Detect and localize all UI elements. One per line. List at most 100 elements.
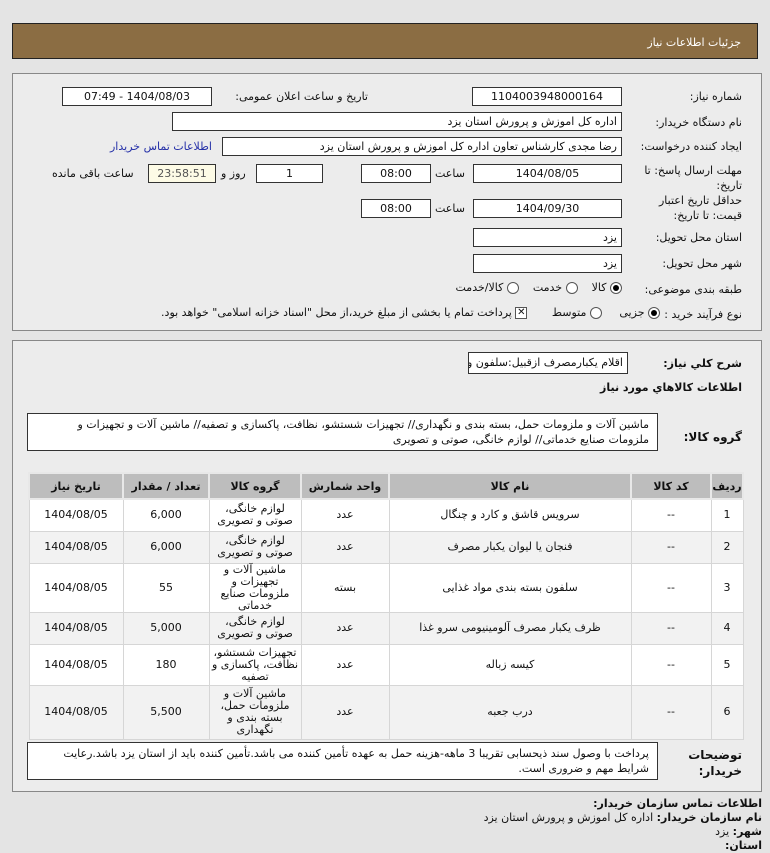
category-goods-radio[interactable] — [610, 282, 622, 294]
cell-quantity: 6,000 — [122, 498, 210, 532]
cell-quantity: 180 — [122, 643, 210, 686]
cell-goods-group: لوازم خانگی، صوتی و تصویری — [208, 530, 302, 564]
cell-goods-code: -- — [630, 498, 712, 532]
goods-table: ردیف کد کالا نام کالا واحد شمارش گروه کا… — [28, 472, 744, 740]
cell-goods-name: فنجان یا لیوان یکبار مصرف — [388, 530, 632, 564]
remaining-time-field: 23:58:51 — [148, 164, 216, 183]
cell-need-date: 1404/08/05 — [28, 684, 124, 740]
goods-group-field: ماشین آلات و ملزومات حمل، بسته بندی و نگ… — [27, 413, 658, 451]
cell-row-number: 5 — [710, 643, 744, 686]
cell-unit: عدد — [300, 643, 390, 686]
cell-unit: عدد — [300, 530, 390, 564]
category-label: طبقه بندی موضوعی: — [644, 283, 742, 296]
cell-quantity: 5,500 — [122, 684, 210, 740]
announce-field: 1404/08/03 - 07:49 — [62, 87, 212, 106]
cell-quantity: 55 — [122, 562, 210, 613]
buyer-contact-link[interactable]: اطلاعات تماس خریدار — [110, 140, 212, 153]
cell-unit: عدد — [300, 498, 390, 532]
creator-field: رضا مجدی کارشناس تعاون اداره کل اموزش و … — [222, 137, 622, 156]
col-date: تاریخ نیاز — [28, 472, 124, 500]
table-header-row: ردیف کد کالا نام کالا واحد شمارش گروه کا… — [28, 472, 744, 500]
cell-goods-code: -- — [630, 611, 712, 645]
process-radio-group: جزیی متوسط ✕ پرداخت تمام یا بخشی از مبلغ… — [161, 306, 660, 319]
summary-field: اقلام یکبارمصرف ازقبیل:سلفون و... — [468, 352, 628, 374]
days-field: 1 — [256, 164, 323, 183]
need-number-field: 1104003948000164 — [472, 87, 622, 106]
table-row: 3 -- سلفون بسته بندی مواد غذایی بسته ماشین آ… — [28, 562, 744, 613]
cell-row-number: 4 — [710, 611, 744, 645]
summary-label: شرح کلي نياز: — [663, 357, 742, 370]
validity-date-field: 1404/09/30 — [473, 199, 622, 218]
announce-label: تاریخ و ساعت اعلان عمومی: — [235, 90, 368, 103]
contact-title: اطلاعات تماس سازمان خریدار: — [593, 797, 762, 810]
payment-note: پرداخت تمام یا بخشی از مبلغ خرید،از محل … — [161, 306, 512, 319]
cell-need-date: 1404/08/05 — [28, 611, 124, 645]
cell-goods-group: لوازم خانگی، صوتی و تصویری — [208, 611, 302, 645]
cell-quantity: 5,000 — [122, 611, 210, 645]
cell-quantity: 6,000 — [122, 530, 210, 564]
validity-time-label: ساعت — [435, 202, 465, 215]
notes-label: توضیحات خریدار: — [688, 748, 742, 778]
cell-goods-group: ماشین آلات و تجهیزات و ملزومات صنایع خدم… — [208, 562, 302, 613]
page-header: جزئیات اطلاعات نیاز — [12, 23, 758, 59]
contact-org: نام سازمان خریدار: اداره کل اموزش و پرور… — [483, 811, 762, 824]
cell-goods-group: ماشین آلات و ملزومات حمل، بسته بندی و نگ… — [208, 684, 302, 740]
cell-goods-code: -- — [630, 643, 712, 686]
cell-goods-name: درب جعبه — [388, 684, 632, 740]
process-label: نوع فرآیند خرید : — [664, 308, 742, 321]
table-row: 1 -- سرویس قاشق و کارد و چنگال عدد لوازم خان… — [28, 498, 744, 532]
cell-goods-name: کیسه زباله — [388, 643, 632, 686]
goods-section-title: اطلاعات کالاهاي مورد نياز — [600, 381, 742, 394]
cell-unit: بسته — [300, 562, 390, 613]
deadline-label: مهلت ارسال پاسخ: تا تاریخ: — [644, 164, 742, 192]
buyer-notes-field: پرداخت با وصول سند ذیحسابی تقریبا 3 ماهه… — [27, 742, 658, 780]
cell-goods-group: تجهیزات شستشو، نظافت، پاکسازی و تصفیه — [208, 643, 302, 686]
cell-goods-group: لوازم خانگی، صوتی و تصویری — [208, 498, 302, 532]
cell-need-date: 1404/08/05 — [28, 530, 124, 564]
cell-unit: عدد — [300, 684, 390, 740]
cell-goods-code: -- — [630, 684, 712, 740]
process-minor-radio[interactable] — [648, 307, 660, 319]
col-name: نام کالا — [388, 472, 632, 500]
col-row: ردیف — [710, 472, 744, 500]
cell-goods-name: ظرف یکبار مصرف آلومینیومی سرو غذا — [388, 611, 632, 645]
table-row: 2 -- فنجان یا لیوان یکبار مصرف عدد لوازم خان… — [28, 530, 744, 564]
category-both-radio[interactable] — [506, 282, 519, 294]
payment-checkbox[interactable]: ✕ — [515, 307, 528, 319]
page-title: جزئیات اطلاعات نیاز — [647, 36, 741, 49]
deadline-time-label: ساعت — [435, 167, 465, 180]
process-medium-radio[interactable] — [589, 307, 602, 319]
creator-label: ایجاد کننده درخواست: — [640, 140, 742, 153]
contact-city: شهر: یزد — [715, 825, 762, 838]
buyer-org-field: اداره کل اموزش و پرورش استان یزد — [172, 112, 622, 131]
category-radio-group: کالا خدمت کالا/خدمت — [456, 281, 622, 294]
goods-group-label: گروه کالا: — [683, 430, 742, 444]
days-label: روز و — [221, 167, 246, 180]
province-field: یزد — [473, 228, 622, 247]
cell-row-number: 2 — [710, 530, 744, 564]
table-row: 6 -- درب جعبه عدد ماشین آلات و ملزومات حمل، … — [28, 684, 744, 740]
cell-need-date: 1404/08/05 — [28, 643, 124, 686]
col-qty: تعداد / مقدار — [122, 472, 210, 500]
cell-goods-code: -- — [630, 530, 712, 564]
contact-province: استان: — [725, 839, 762, 852]
cell-goods-name: سرویس قاشق و کارد و چنگال — [388, 498, 632, 532]
cell-row-number: 1 — [710, 498, 744, 532]
remaining-label: ساعت باقی مانده — [52, 167, 134, 180]
cell-goods-code: -- — [630, 562, 712, 613]
col-unit: واحد شمارش — [300, 472, 390, 500]
cell-row-number: 6 — [710, 684, 744, 740]
city-label: شهر محل تحویل: — [662, 257, 742, 270]
col-code: کد کالا — [630, 472, 712, 500]
cell-need-date: 1404/08/05 — [28, 498, 124, 532]
table-row: 5 -- کیسه زباله عدد تجهیزات شستشو، نظافت، پا… — [28, 643, 744, 686]
cell-unit: عدد — [300, 611, 390, 645]
category-service-radio[interactable] — [565, 282, 578, 294]
deadline-date-field: 1404/08/05 — [473, 164, 622, 183]
cell-goods-name: سلفون بسته بندی مواد غذایی — [388, 562, 632, 613]
deadline-time-field: 08:00 — [361, 164, 431, 183]
city-field: یزد — [473, 254, 622, 273]
cell-row-number: 3 — [710, 562, 744, 613]
cell-need-date: 1404/08/05 — [28, 562, 124, 613]
need-number-label: شماره نیاز: — [689, 90, 742, 103]
